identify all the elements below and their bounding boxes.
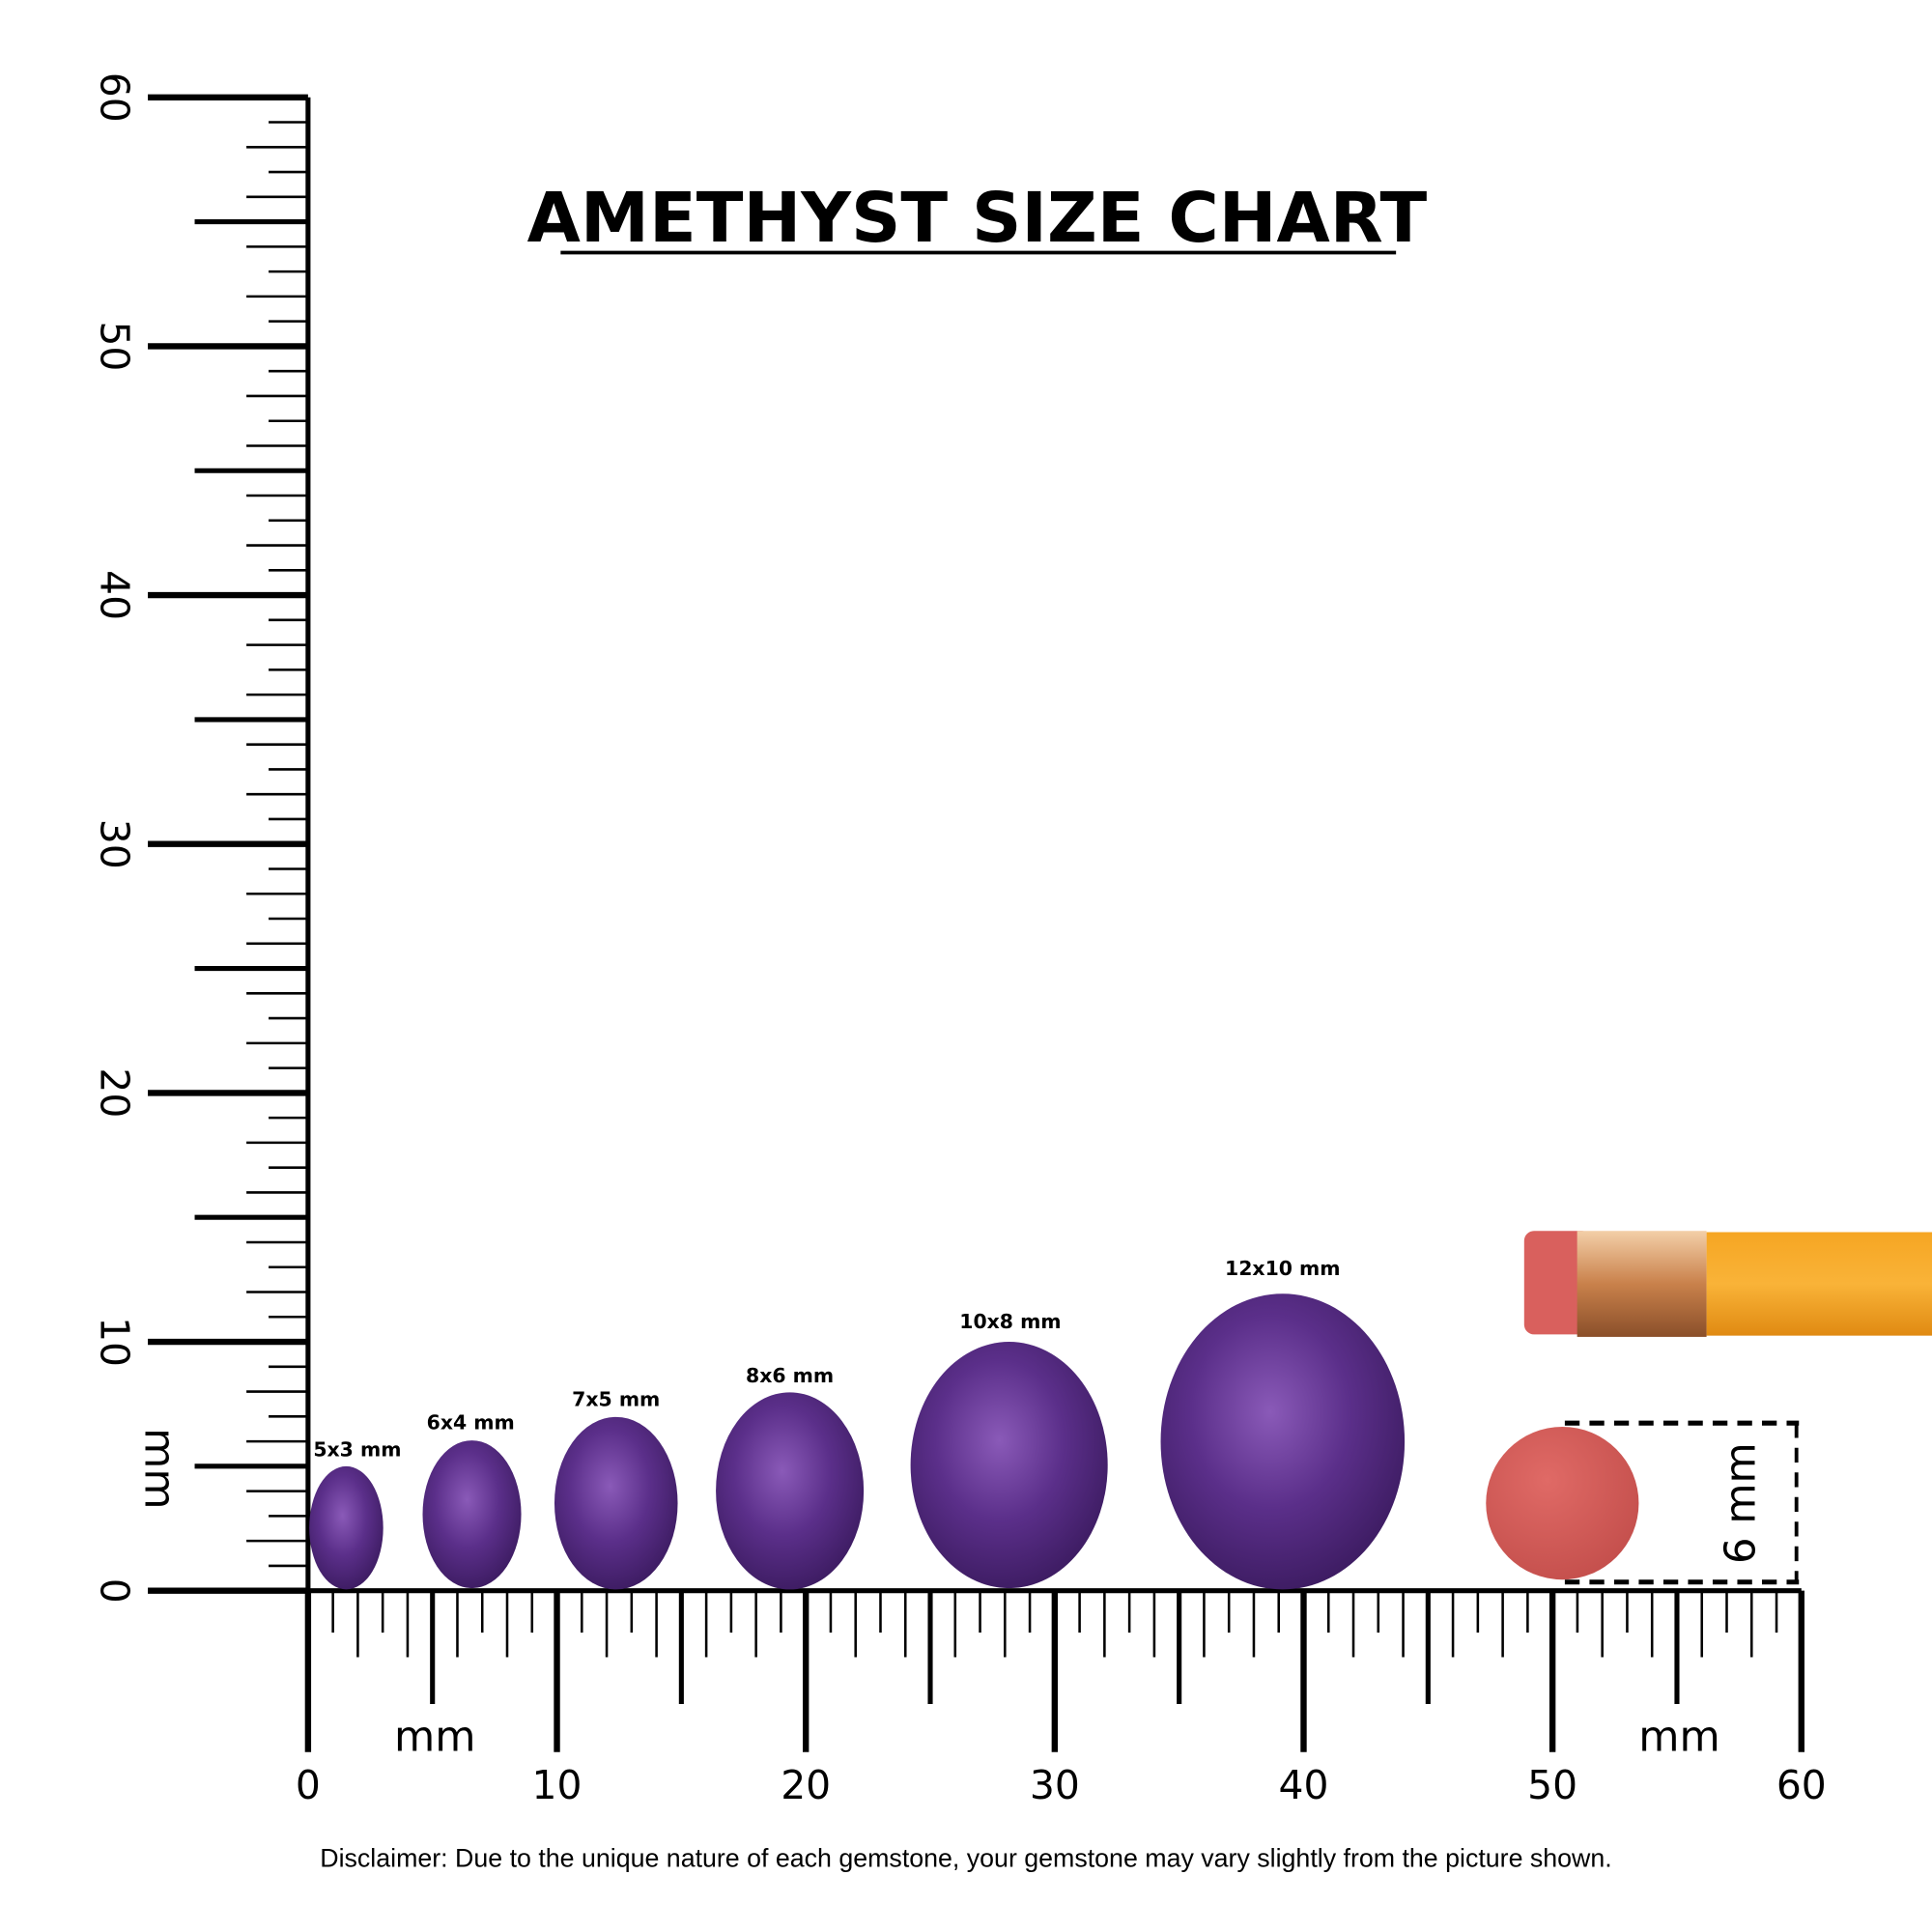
unit-label: mm [135,1428,184,1509]
tick-label: 60 [92,72,138,123]
gem [422,1440,522,1589]
pencil-body [1706,1232,1932,1336]
tick-label: 20 [92,1067,138,1118]
pencil-ferrule [1577,1231,1707,1337]
gem [1160,1293,1406,1590]
gem [716,1392,865,1590]
tick-label: 30 [1030,1762,1080,1808]
reference-label: 6 mm [1717,1442,1765,1564]
gem-label: 12x10 mm [1225,1257,1341,1280]
gem [910,1342,1108,1589]
tick-label: 50 [1527,1762,1577,1808]
tick-label: 40 [1279,1762,1329,1808]
gem-label: 8x6 mm [746,1364,834,1387]
title: AMETHYST SIZE CHART [527,178,1428,258]
pencil [1523,1231,1932,1337]
tick-label: 0 [296,1762,321,1808]
gem [309,1465,384,1590]
disclaimer: Disclaimer: Due to the unique nature of … [320,1843,1611,1872]
gem-label: 7x5 mm [572,1387,660,1410]
horizontal-ruler: 0 10 20 30 40 50 60 [296,1588,1827,1808]
pencil-eraser [1523,1231,1592,1335]
tick-label: 10 [92,1317,138,1367]
gem-label: 10x8 mm [959,1310,1061,1333]
tick-label: 30 [92,819,138,869]
gem-label: 6x4 mm [427,1411,515,1435]
tick-label: 60 [1776,1762,1827,1808]
gem-label: 5x3 mm [313,1438,401,1462]
vertical-ruler: 0 10 20 30 40 50 60 [92,72,311,1604]
tick-label: 0 [92,1578,138,1604]
tick-label: 40 [92,570,138,620]
tick-label: 10 [532,1762,582,1808]
gems: 5x3 mm 6x4 mm 7x5 mm 8x6 mm 10x8 mm 12x1… [309,1257,1406,1590]
gem [554,1416,678,1590]
eraser-reference [1486,1427,1639,1580]
unit-label: mm [1638,1713,1719,1761]
tick-label: 50 [92,321,138,371]
tick-label: 20 [781,1762,831,1808]
unit-label: mm [394,1713,475,1761]
